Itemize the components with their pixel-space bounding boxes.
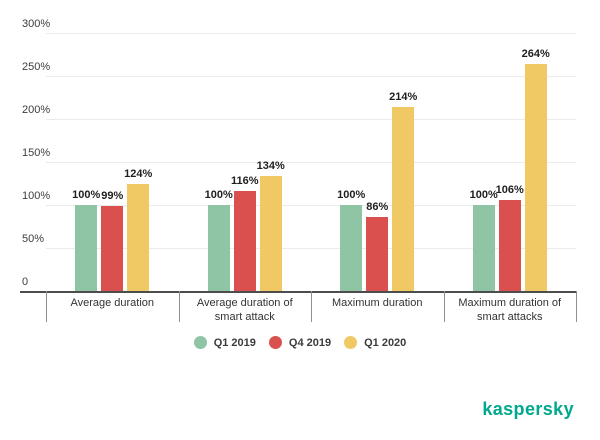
bar-q4-2019[interactable] [101, 205, 124, 291]
y-gridline [46, 205, 576, 206]
bar-value-label: 116% [230, 175, 259, 188]
legend-item-q1-2019[interactable]: Q1 2019 [193, 336, 256, 349]
bar-value-label: 86% [366, 201, 389, 214]
y-gridline [46, 119, 576, 120]
bar-value-label: 100% [204, 189, 233, 201]
legend-label: Q4 2019 [288, 336, 332, 349]
category-divider [576, 291, 577, 322]
legend-swatch-icon [193, 336, 207, 349]
legend-label: Q1 2019 [213, 336, 256, 349]
y-gridline [46, 33, 576, 34]
bar-value-label: 100% [72, 189, 101, 201]
bar-value-label: 100% [337, 189, 366, 201]
x-axis-line [20, 291, 576, 293]
bar-q4-2019[interactable] [498, 199, 521, 291]
bar-q1-2019[interactable] [472, 205, 495, 291]
y-gridline [46, 76, 576, 77]
legend-swatch-icon [344, 336, 358, 349]
bar-q1-2020[interactable] [127, 184, 150, 291]
y-axis-tick-label: 50% [22, 233, 45, 245]
y-axis-tick-label: 250% [22, 61, 51, 73]
y-gridline [46, 248, 576, 249]
bar-value-label: 106% [495, 183, 524, 196]
bar-value-label: 124% [124, 168, 153, 181]
bar-q4-2019[interactable] [233, 191, 256, 291]
y-axis-tick-label: 200% [22, 104, 51, 116]
bar-q1-2019[interactable] [340, 205, 363, 291]
y-axis-tick-label: 300% [22, 18, 51, 30]
category-divider [311, 291, 312, 322]
chart-legend: Q1 2019 Q4 2019 Q1 2020 [0, 336, 600, 349]
legend-item-q1-2020[interactable]: Q1 2020 [344, 336, 406, 349]
legend-label: Q1 2020 [364, 336, 407, 349]
bar-q4-2019[interactable] [366, 217, 389, 291]
legend-swatch-icon [268, 336, 282, 349]
legend-item-q4-2019[interactable]: Q4 2019 [268, 336, 332, 349]
bar-q1-2019[interactable] [207, 205, 230, 291]
category-divider [179, 291, 180, 322]
x-axis-category-label: Maximum duration [332, 297, 423, 309]
bar-q1-2020[interactable] [524, 63, 547, 291]
bar-value-label: 134% [256, 159, 285, 172]
category-divider [46, 291, 47, 322]
x-axis-category-label: Average duration of smart attack [196, 297, 293, 323]
bar-value-label: 100% [469, 189, 498, 201]
bar-q1-2020[interactable] [392, 106, 415, 291]
bar-value-label: 99% [101, 189, 124, 202]
x-axis-category-label: Maximum duration of smart attacks [458, 297, 562, 323]
y-axis-tick-label: 150% [22, 147, 51, 159]
bar-q1-2019[interactable] [75, 205, 98, 291]
y-axis-tick-label: 100% [22, 190, 51, 202]
bar-value-label: 264% [521, 47, 550, 60]
bar-value-label: 214% [389, 90, 418, 103]
x-axis-category-label: Average duration [70, 297, 155, 309]
category-divider [444, 291, 445, 322]
y-axis-tick-label: 0 [22, 276, 29, 288]
y-gridline [46, 162, 576, 163]
kaspersky-logo: kaspersky [482, 399, 574, 419]
bar-q1-2020[interactable] [259, 175, 282, 291]
